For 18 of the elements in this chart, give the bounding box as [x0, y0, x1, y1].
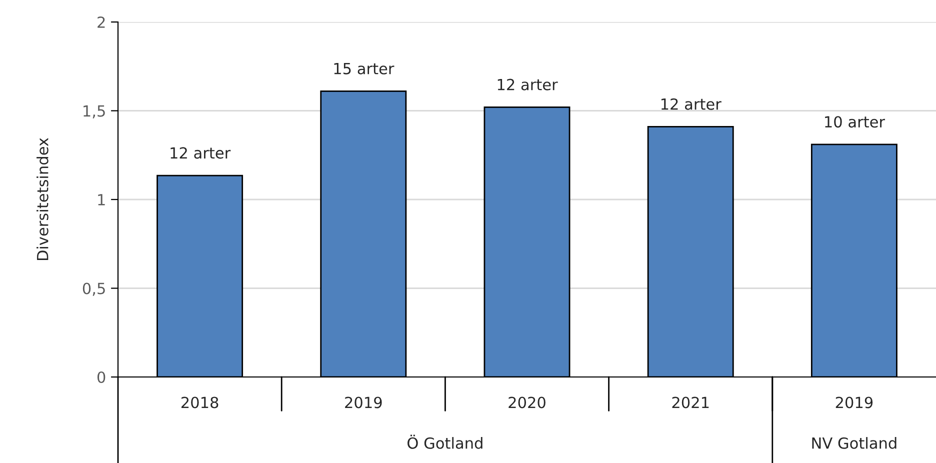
- text: Ö Gotland: [408, 434, 482, 449]
- annotation: 10 arter: [825, 116, 886, 128]
- y-tick-label: 0,5: [82, 282, 105, 296]
- annotation: 12 arter: [170, 147, 231, 159]
- x-tick-label: 2020: [508, 396, 546, 408]
- annotation: 12 arter: [498, 78, 558, 90]
- y-tick-label: 1,5: [84, 105, 105, 118]
- x-tick-label: 2018: [181, 396, 218, 408]
- x-tick-label: 2021: [672, 396, 709, 408]
- y-tick-label: 0: [97, 371, 106, 384]
- text: NV Gotland: [812, 437, 896, 449]
- y-tick-label: 2: [98, 16, 105, 28]
- y-axis-title: Diversitetsindex: [36, 138, 48, 260]
- x-tick-label: 2019: [345, 396, 382, 408]
- annotation: 15 arter: [334, 63, 394, 74]
- annotation: 12 arter: [661, 98, 722, 110]
- x-tick-label: 2019: [836, 396, 873, 408]
- y-tick-label: 1: [98, 194, 105, 206]
